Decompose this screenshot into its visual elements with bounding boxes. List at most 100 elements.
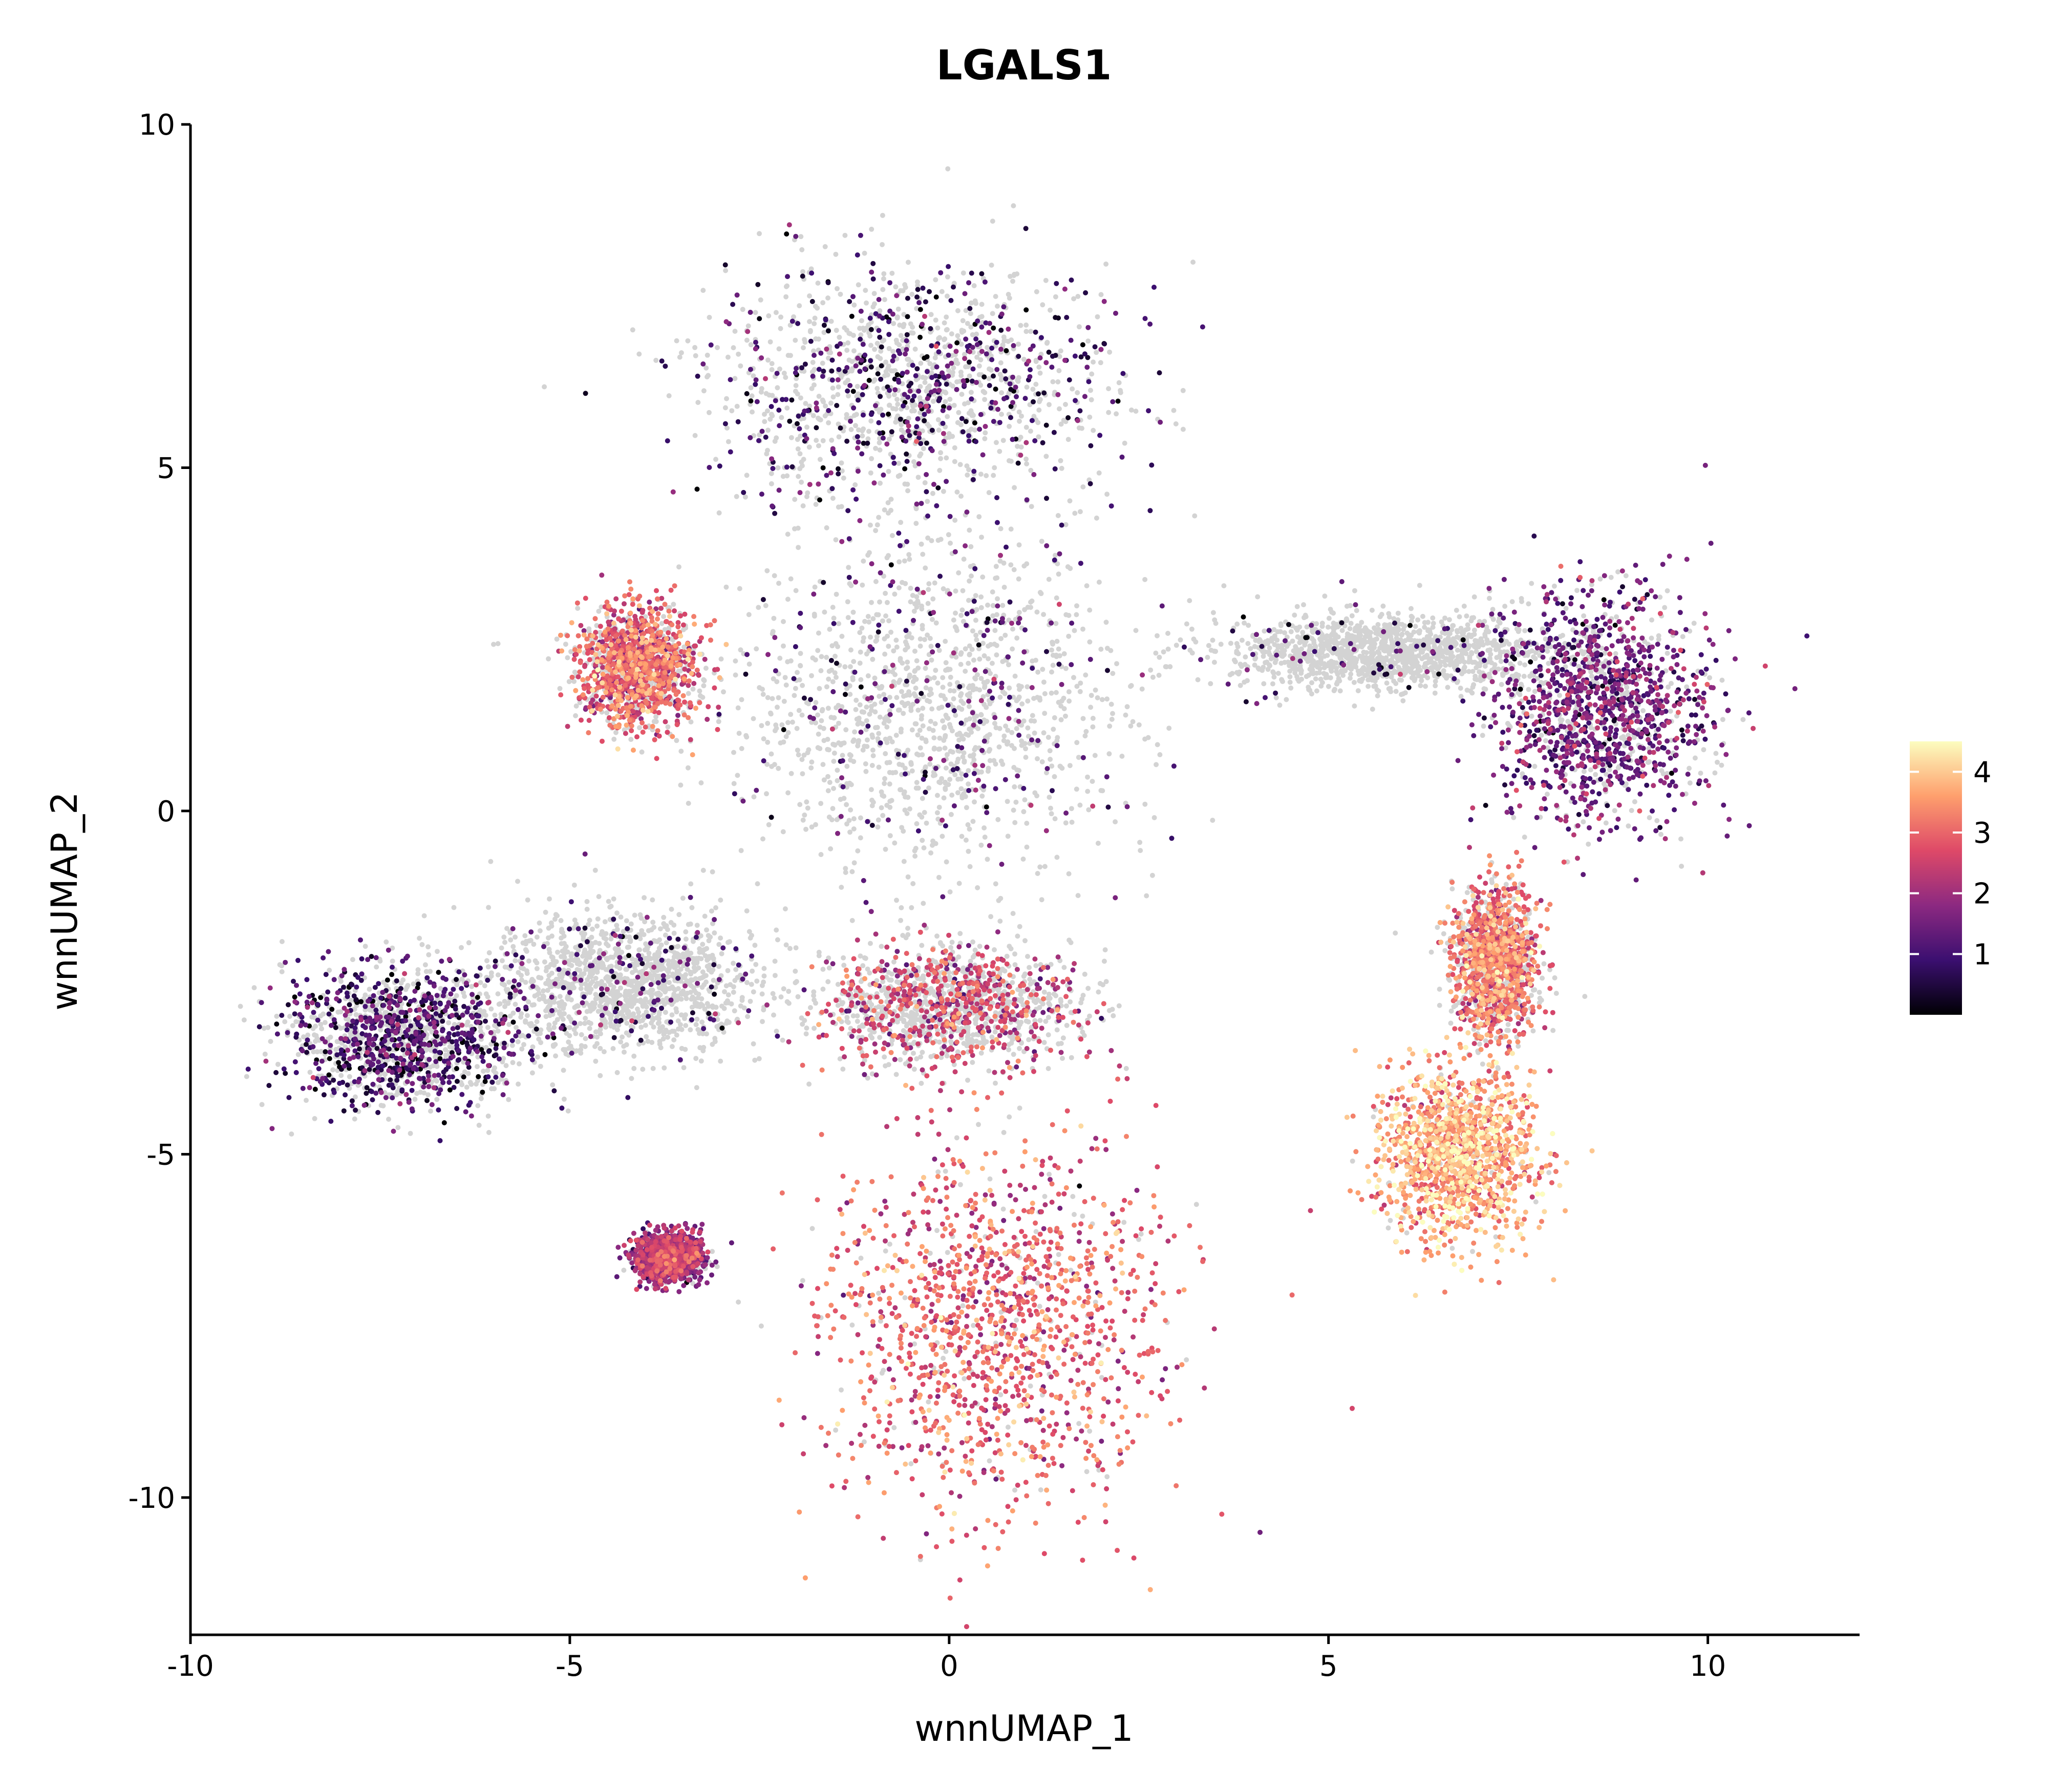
background-point: [485, 1113, 491, 1119]
background-point: [912, 402, 918, 408]
background-point: [834, 328, 839, 333]
background-point: [653, 357, 659, 363]
background-point: [1019, 701, 1025, 707]
background-point: [860, 582, 865, 588]
background-point: [686, 801, 691, 806]
background-point: [930, 596, 936, 602]
background-point: [877, 599, 882, 605]
background-point: [700, 288, 706, 293]
background-point: [777, 366, 782, 372]
background-point: [812, 584, 818, 590]
background-point: [1032, 730, 1037, 736]
background-point: [778, 326, 783, 331]
background-point: [1205, 654, 1210, 660]
background-point: [940, 675, 946, 680]
background-point: [859, 318, 864, 324]
background-point: [904, 666, 909, 671]
background-point: [1065, 437, 1071, 442]
background-point: [839, 633, 845, 639]
background-point: [1058, 458, 1063, 463]
background-point: [847, 692, 853, 697]
background-point: [877, 686, 882, 691]
background-point: [978, 712, 984, 717]
background-point: [966, 781, 971, 787]
background-point: [958, 691, 964, 696]
background-point: [978, 769, 984, 775]
background-point: [851, 826, 857, 831]
background-point: [902, 282, 908, 287]
background-point: [825, 774, 830, 779]
background-point: [961, 750, 967, 756]
background-point: [1061, 706, 1067, 712]
background-point: [1049, 690, 1054, 696]
background-point: [966, 660, 971, 666]
background-point: [898, 656, 903, 662]
background-point: [955, 308, 961, 313]
background-point: [898, 787, 903, 793]
background-point: [835, 644, 840, 649]
background-point: [873, 579, 879, 584]
background-point: [1056, 368, 1062, 373]
background-point: [958, 612, 964, 618]
background-point: [960, 318, 966, 324]
background-point: [894, 898, 899, 903]
background-point: [967, 578, 972, 584]
background-point: [674, 738, 679, 743]
background-point: [872, 347, 878, 352]
background-point: [893, 337, 899, 343]
background-point: [780, 474, 786, 479]
background-point: [796, 474, 801, 479]
background-point: [798, 433, 803, 439]
background-point: [845, 377, 851, 383]
background-point: [943, 660, 949, 666]
background-point: [876, 731, 882, 736]
background-point: [1019, 684, 1024, 689]
background-point: [1059, 698, 1064, 704]
background-point: [796, 752, 801, 758]
background-point: [762, 419, 767, 424]
background-point: [763, 603, 769, 608]
background-point: [815, 281, 821, 286]
background-point: [886, 618, 891, 624]
background-point: [913, 521, 919, 526]
background-point: [971, 283, 977, 288]
background-point: [819, 654, 824, 659]
background-point: [1029, 718, 1034, 723]
background-point: [826, 420, 831, 425]
background-point: [958, 786, 964, 792]
background-point: [835, 778, 840, 783]
background-point: [859, 709, 865, 715]
background-point: [1043, 454, 1049, 459]
background-point: [865, 436, 871, 442]
background-point: [822, 244, 828, 249]
background-point: [987, 746, 993, 752]
background-point: [382, 1010, 388, 1015]
background-point: [817, 457, 823, 462]
background-point: [920, 551, 926, 557]
background-point: [1061, 651, 1067, 656]
background-point: [1038, 591, 1044, 596]
background-point: [1106, 410, 1112, 415]
background-point: [851, 816, 857, 822]
background-point: [1042, 864, 1048, 869]
background-point: [893, 284, 899, 290]
background-point: [941, 725, 947, 731]
background-point: [1041, 679, 1047, 685]
background-point: [857, 702, 863, 708]
background-point: [573, 703, 579, 709]
background-point: [930, 398, 936, 404]
background-point: [1108, 648, 1114, 653]
background-point: [955, 790, 961, 796]
background-point: [819, 718, 824, 723]
background-point: [738, 363, 743, 369]
background-point: [987, 366, 992, 372]
background-point: [757, 231, 762, 237]
background-point: [970, 628, 975, 634]
background-point: [781, 739, 786, 745]
background-point: [977, 656, 983, 662]
background-point: [869, 763, 875, 768]
background-point: [804, 494, 809, 499]
background-point: [918, 745, 923, 751]
background-point: [707, 410, 712, 415]
background-point: [412, 1097, 418, 1102]
